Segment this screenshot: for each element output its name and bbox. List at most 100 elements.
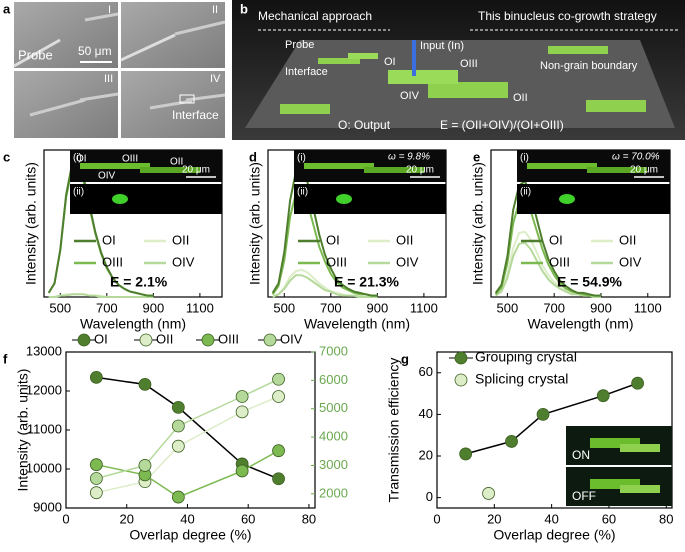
y-tick-label: 40 (419, 406, 433, 421)
data-point (171, 490, 185, 504)
interface-label: Interface (285, 66, 328, 78)
inset-label: (ii) (73, 187, 84, 198)
emission (336, 194, 352, 204)
data-point (631, 376, 645, 390)
legend-text: O: Output (338, 118, 391, 132)
y2-tick-label: 2000 (319, 485, 348, 500)
crystal (149, 99, 193, 110)
data-point (171, 400, 185, 414)
x-tick-label: 500 (49, 300, 71, 315)
crystal (388, 70, 458, 84)
omega-label: ω = 70.0% (612, 152, 660, 163)
x-tick-label: 500 (497, 300, 519, 315)
legend-marker (454, 373, 468, 387)
crystal (140, 167, 200, 173)
data-point (235, 405, 249, 419)
series-line (96, 395, 279, 494)
crystal (280, 104, 330, 114)
x-tick-label: 900 (143, 300, 165, 315)
crystal (304, 163, 374, 169)
panel-label: b (240, 1, 248, 16)
x-tick-label: 700 (96, 300, 118, 315)
crystal (364, 167, 424, 173)
probe-shape (13, 38, 61, 68)
legend-label: OIV (619, 254, 642, 269)
data-point (235, 464, 249, 478)
data-point (272, 444, 285, 458)
x-tick-label: 1100 (186, 300, 214, 315)
data-point (536, 407, 550, 421)
data-point (138, 377, 152, 391)
inset-label: (i) (73, 153, 82, 164)
probe-label: Probe (18, 47, 53, 62)
y2-tick-label: 3000 (319, 457, 348, 472)
inset-label: ON (572, 448, 590, 462)
y-axis-label: Intensity (arb. units) (23, 162, 39, 285)
series-line (96, 450, 279, 498)
x-tick-label: 20 (487, 511, 501, 526)
image-label: IV (210, 73, 221, 85)
y-tick-label: 20 (419, 447, 433, 462)
annotation: E = 54.9% (557, 274, 623, 290)
scale-bar-label: 50 μm (78, 44, 112, 58)
series-line (48, 293, 154, 298)
x-tick-label: 0 (433, 511, 440, 526)
panel-a: a I II III IV Probe 50 μm Interface (3, 1, 226, 138)
scale-bar-label: 20 μm (182, 165, 210, 176)
series-line (271, 189, 378, 297)
output-label: OIV (400, 90, 420, 102)
series-line (494, 179, 601, 297)
data-point (272, 390, 285, 403)
y2-tick-label: 6000 (319, 372, 348, 387)
data-point (459, 447, 473, 461)
series-line (272, 274, 378, 298)
legend-label: OII (156, 331, 173, 346)
x-tick-label: 1100 (410, 300, 438, 315)
inset-image (294, 184, 446, 214)
x-tick-label: 80 (659, 511, 673, 526)
panel-label: f (3, 351, 8, 366)
data-point (89, 472, 103, 485)
series-line (272, 268, 378, 298)
x-tick-label: 700 (543, 300, 565, 315)
x-tick-label: 60 (602, 511, 616, 526)
emission (112, 194, 128, 204)
probe-label: Probe (285, 39, 314, 51)
output-label: OIII (460, 58, 478, 70)
input-fiber (412, 40, 416, 76)
data-point (272, 372, 285, 386)
panel-label: a (3, 1, 11, 16)
series-line (47, 159, 154, 297)
series-line (495, 241, 601, 298)
x-axis-label: Wavelength (nm) (304, 316, 410, 332)
crystal (80, 163, 150, 169)
inset-label: (ii) (297, 187, 308, 198)
data-point (89, 486, 103, 500)
non-grain-label: Non-grain boundary (540, 60, 638, 72)
crystal (79, 92, 119, 102)
panel-label: g (401, 351, 409, 366)
data-point (505, 435, 518, 448)
crystal (548, 46, 608, 54)
y2-tick-label: 7000 (319, 343, 348, 358)
crystal (318, 58, 360, 64)
legend-marker (201, 333, 215, 347)
legend-label: OI (102, 232, 116, 247)
data-point (171, 419, 185, 433)
x-tick-label: 80 (302, 511, 316, 526)
x-tick-label: 1100 (634, 300, 662, 315)
inset-tag: OIV (98, 171, 116, 182)
image-label: III (104, 73, 113, 85)
legend-label: Grouping crystal (475, 349, 577, 365)
y-tick-label: 11000 (27, 421, 62, 436)
input-label: Input (In) (420, 40, 464, 52)
probe-shape (120, 33, 176, 62)
data-point (596, 389, 610, 403)
legend-label: OI (94, 331, 108, 346)
arrow-label: This binucleus co-growth strategy (478, 9, 657, 23)
crystal (587, 167, 647, 173)
legend-label: OIII (326, 254, 347, 269)
x-tick-label: 40 (544, 511, 558, 526)
x-tick-label: 500 (273, 300, 295, 315)
x-tick-label: 900 (590, 300, 612, 315)
